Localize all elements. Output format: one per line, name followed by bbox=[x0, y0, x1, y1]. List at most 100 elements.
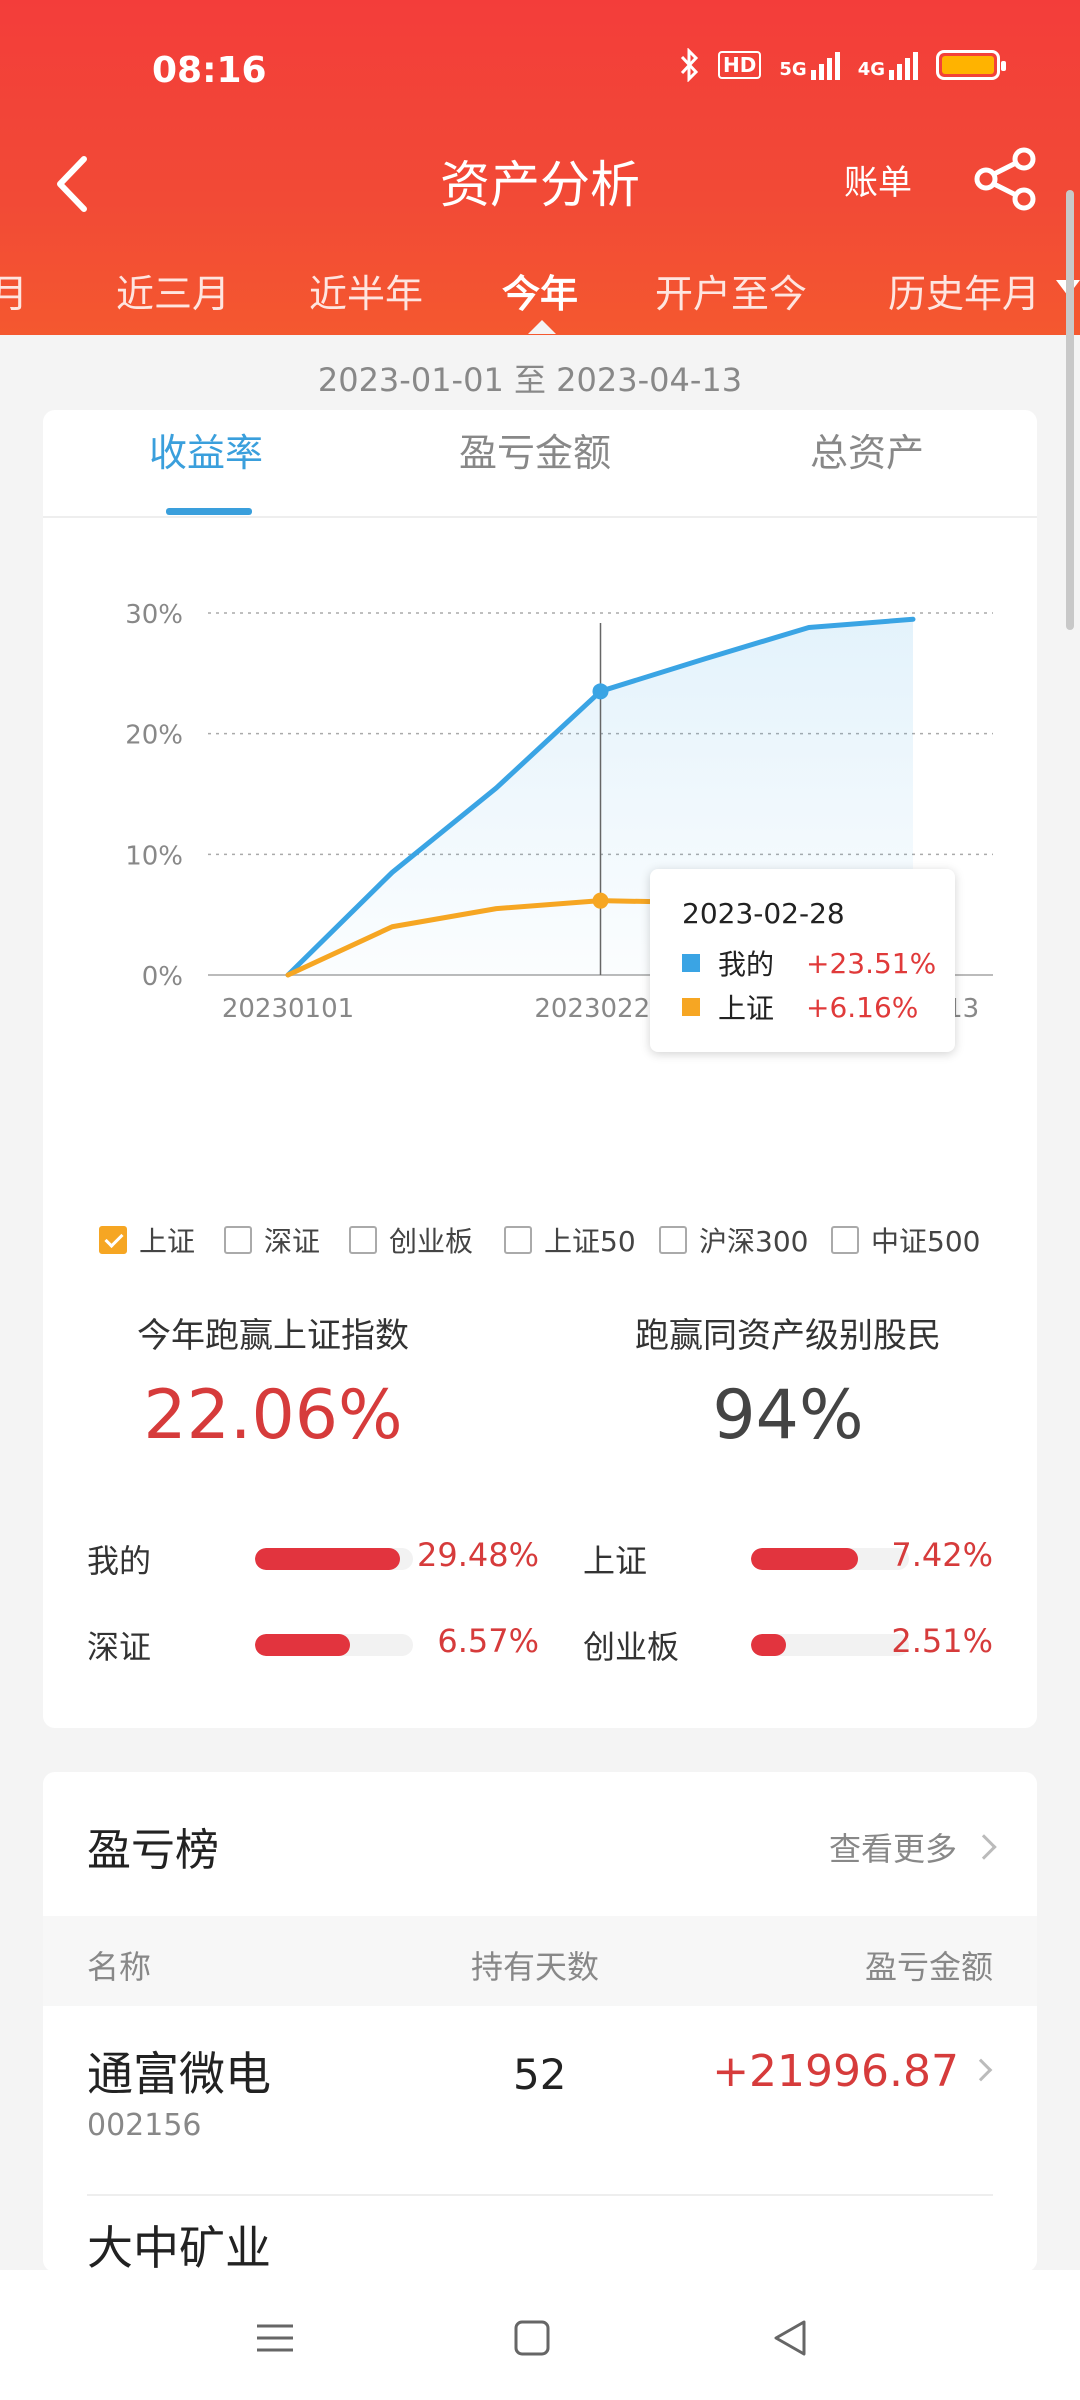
checkbox-icon[interactable] bbox=[659, 1226, 687, 1254]
legend-shanghai[interactable]: 上证 bbox=[99, 1220, 195, 1260]
stock-code: 002156 bbox=[87, 2108, 202, 2143]
ranking-title: 盈亏榜 bbox=[87, 1825, 219, 1876]
ranking-header: 名称 持有天数 盈亏金额 bbox=[43, 1916, 1037, 2006]
bar-value: 2.51% bbox=[891, 1622, 993, 1660]
bar-label: 创业板 bbox=[583, 1628, 680, 1666]
profit-amount: +21996.87 bbox=[712, 2046, 959, 2097]
legend-label: 深证 bbox=[264, 1225, 321, 1258]
tab-month[interactable]: 月 bbox=[0, 272, 29, 316]
stock-name[interactable]: 大中矿业 bbox=[87, 2221, 271, 2272]
menu-icon[interactable] bbox=[245, 2308, 305, 2368]
hd-badge: HD bbox=[718, 51, 762, 79]
header-name: 名称 bbox=[87, 1948, 152, 1986]
checkbox-icon[interactable] bbox=[349, 1226, 377, 1254]
legend-label: 沪深300 bbox=[699, 1225, 809, 1258]
see-more-label: 查看更多 bbox=[828, 1830, 957, 1868]
stock-name: 通富微电 bbox=[87, 2047, 271, 2101]
bar-fill bbox=[255, 1548, 401, 1570]
metric-tabs: 收益率 盈亏金额 总资产 bbox=[43, 410, 1037, 518]
legend-label: 创业板 bbox=[389, 1225, 474, 1258]
bar-fill bbox=[255, 1634, 350, 1656]
tooltip-mine-value: +23.51% bbox=[806, 946, 937, 980]
checkbox-icon[interactable] bbox=[504, 1226, 532, 1254]
tab-since-open[interactable]: 开户至今 bbox=[655, 272, 808, 316]
bar-track bbox=[751, 1548, 909, 1570]
bluetooth-icon bbox=[680, 48, 699, 82]
tooltip-row-sh: 上证 +6.16% bbox=[682, 987, 918, 1027]
signal-4g-icon: 4G bbox=[858, 50, 918, 80]
status-icons: HD 5G 4G bbox=[678, 48, 1006, 82]
subtab-underline bbox=[166, 508, 252, 515]
page-title: 资产分析 bbox=[440, 156, 640, 214]
series-point bbox=[592, 892, 609, 909]
signal-5g-icon: 5G bbox=[779, 50, 840, 80]
legend-chinext[interactable]: 创业板 bbox=[349, 1220, 473, 1260]
net1-label: 5G bbox=[779, 59, 807, 80]
date-range: 2023-01-01 至 2023-04-13 bbox=[317, 361, 743, 399]
bar-fill bbox=[751, 1634, 786, 1656]
bar-shanghai: 上证 7.42% bbox=[583, 1536, 1043, 1586]
bar-track bbox=[751, 1634, 909, 1656]
tab-return-rate[interactable]: 收益率 bbox=[149, 431, 264, 475]
checkbox-icon[interactable] bbox=[831, 1226, 859, 1254]
series-point bbox=[592, 683, 609, 700]
bar-fill bbox=[751, 1548, 859, 1570]
battery-icon bbox=[936, 50, 1006, 80]
bar-chinext: 创业板 2.51% bbox=[583, 1622, 1043, 1672]
ranking-card: 盈亏榜 查看更多 名称 持有天数 盈亏金额 通富微电 002156 52 +21… bbox=[43, 1772, 1037, 2272]
x-tick-label: 20230101 bbox=[222, 994, 354, 1024]
tooltip-mine-swatch bbox=[682, 954, 700, 972]
legend-csi300[interactable]: 沪深300 bbox=[659, 1220, 808, 1260]
share-icon[interactable] bbox=[970, 143, 1042, 215]
legend-label: 上证 bbox=[139, 1225, 196, 1258]
active-tab-indicator bbox=[528, 320, 556, 334]
net2-label: 4G bbox=[857, 59, 885, 80]
tab-half-year[interactable]: 近半年 bbox=[309, 272, 424, 316]
tab-three-months[interactable]: 近三月 bbox=[116, 272, 231, 316]
tab-this-year[interactable]: 今年 bbox=[502, 272, 579, 316]
checkbox-icon[interactable] bbox=[99, 1226, 127, 1254]
chevron-right-icon bbox=[969, 2058, 993, 2082]
see-more-link[interactable]: 查看更多 bbox=[828, 1824, 997, 1870]
bill-button[interactable]: 账单 bbox=[844, 163, 912, 203]
beat-index-value: 22.06% bbox=[143, 1376, 403, 1455]
bar-mine: 我的 29.48% bbox=[87, 1536, 547, 1586]
back-nav-icon[interactable] bbox=[760, 2308, 820, 2368]
legend-sse50[interactable]: 上证50 bbox=[504, 1220, 636, 1260]
period-tabs: 月 近三月 近半年 今年 开户至今 历史年月 bbox=[0, 245, 1080, 335]
tooltip-date: 2023-02-28 bbox=[682, 897, 845, 930]
x-tick-label: 20230228 bbox=[534, 994, 666, 1024]
home-icon[interactable] bbox=[502, 2308, 562, 2368]
holding-days: 52 bbox=[513, 2050, 567, 2099]
bar-label: 我的 bbox=[87, 1542, 152, 1580]
bar-value: 6.57% bbox=[437, 1622, 539, 1660]
legend-shenzhen[interactable]: 深证 bbox=[224, 1220, 320, 1260]
tab-profit-amount[interactable]: 盈亏金额 bbox=[459, 431, 612, 475]
analysis-card: 收益率 盈亏金额 总资产 0% 10% 20% 30% 20230101 20230228… bbox=[43, 410, 1037, 1728]
bar-track bbox=[255, 1634, 413, 1656]
index-legend: 上证 深证 创业板 上证50 沪深300 中证500 bbox=[99, 1220, 1039, 1260]
header-amount: 盈亏金额 bbox=[864, 1948, 993, 1986]
bar-value: 7.42% bbox=[891, 1536, 993, 1574]
legend-csi500[interactable]: 中证500 bbox=[831, 1220, 980, 1260]
chart-tooltip: 2023-02-28 我的 +23.51% 上证 +6.16% bbox=[650, 869, 955, 1052]
status-time: 08:16 bbox=[152, 50, 267, 91]
back-icon[interactable] bbox=[42, 149, 112, 219]
beat-peers-label: 跑赢同资产级别股民 bbox=[635, 1316, 941, 1356]
bar-label: 深证 bbox=[87, 1628, 152, 1666]
legend-label: 上证50 bbox=[544, 1225, 636, 1258]
checkbox-icon[interactable] bbox=[224, 1226, 252, 1254]
divider bbox=[87, 2194, 993, 2196]
tooltip-sh-swatch bbox=[682, 998, 700, 1016]
y-tick-label: 10% bbox=[125, 841, 183, 871]
tab-history-months[interactable]: 历史年月 bbox=[888, 272, 1041, 316]
tooltip-sh-name: 上证 bbox=[718, 992, 775, 1025]
header-days: 持有天数 bbox=[471, 1948, 600, 1986]
beat-peers-value: 94% bbox=[712, 1376, 864, 1455]
bar-value: 29.48% bbox=[416, 1536, 539, 1574]
scrollbar[interactable] bbox=[1066, 190, 1074, 630]
bar-shenzhen: 深证 6.57% bbox=[87, 1622, 547, 1672]
app-header: 08:16 HD 5G 4G 资产分析 账单 月 近三月 近半 bbox=[0, 0, 1080, 335]
tooltip-mine-name: 我的 bbox=[718, 948, 775, 981]
tab-total-assets[interactable]: 总资产 bbox=[810, 431, 925, 475]
